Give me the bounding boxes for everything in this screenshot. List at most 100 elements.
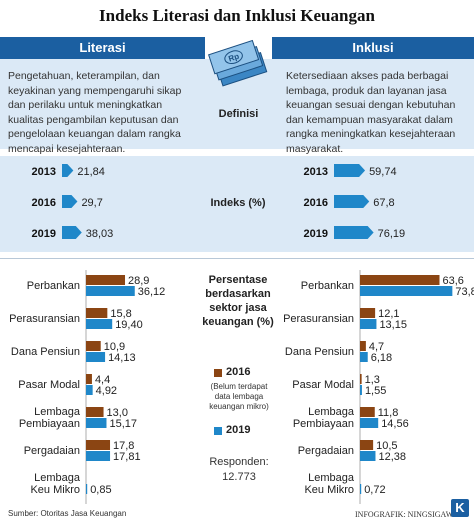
index-band — [0, 156, 474, 252]
credit-note: INFOGRAFIK: NINGSIGAWATI — [355, 510, 465, 519]
inklusi-bar-2016 — [360, 308, 376, 318]
sector-label: Persentase berdasarkan sektor jasa keuan… — [202, 274, 274, 328]
source-note: Sumber: Otoritas Jasa Keuangan — [8, 509, 127, 518]
inklusi-category-label: Pasar Modal — [292, 379, 354, 391]
literasi-bar-value-2019: 14,13 — [108, 352, 136, 364]
inklusi-bar-2019 — [360, 385, 362, 395]
page-title: Indeks Literasi dan Inklusi Keuangan — [99, 6, 375, 25]
literasi-index-bar — [62, 164, 74, 177]
literasi-bar-2016 — [86, 275, 126, 285]
literasi-index-chart: 2013 21,84 2016 29,7 2019 38,03 — [32, 164, 114, 240]
inklusi-index-chart: 2013 59,74 2016 67,8 2019 76,19 — [304, 164, 406, 240]
literasi-bar-value-2019: 15,17 — [109, 418, 137, 430]
inklusi-bar-value-2019: 0,72 — [364, 484, 385, 496]
literasi-category-label: Pembiayaan — [19, 418, 80, 430]
literasi-index-bar — [62, 195, 78, 208]
legend-2016-swatch — [214, 369, 222, 377]
inklusi-category-label: Keu Mikro — [304, 484, 354, 496]
literasi-bar-2019 — [86, 319, 113, 329]
inklusi-bar-2016 — [360, 374, 362, 384]
literasi-header-label: Literasi — [79, 40, 126, 55]
legend-2019-label: 2019 — [226, 424, 251, 436]
literasi-bar-value-2016: 17,8 — [113, 440, 134, 452]
literasi-year-label: 2019 — [32, 228, 56, 240]
inklusi-year-label: 2013 — [304, 166, 328, 178]
literasi-bar-2016 — [86, 341, 101, 351]
literasi-definition: Pengetahuan, keterampilan, dan keyakinan… — [8, 70, 182, 155]
literasi-bar-value-2019: 4,92 — [96, 385, 117, 397]
inklusi-bar-value-2019: 1,55 — [365, 385, 386, 397]
inklusi-sector-chart: Perbankan 63,673,88 Perasuransian 12,113,15… — [283, 270, 474, 504]
literasi-index-value: 38,03 — [86, 228, 114, 240]
literasi-bar-2016 — [86, 308, 108, 318]
inklusi-bar-value-2019: 14,56 — [381, 418, 409, 430]
inklusi-index-value: 67,8 — [373, 197, 394, 209]
literasi-category-label: Pergadaian — [24, 445, 80, 457]
definition-label: Definisi — [218, 108, 259, 120]
inklusi-category-label: Pergadaian — [298, 445, 354, 457]
legend-2019-swatch — [214, 427, 222, 435]
inklusi-index-bar — [334, 195, 370, 208]
inklusi-category-label: Lembaga — [308, 406, 355, 418]
svg-text:Rp: Rp — [227, 52, 240, 64]
literasi-category-label: Lembaga — [34, 406, 81, 418]
inklusi-bar-2016 — [360, 407, 375, 417]
literasi-year-label: 2013 — [32, 166, 56, 178]
literasi-bar-2019 — [86, 385, 93, 395]
inklusi-index-bar — [334, 164, 366, 177]
respondents-label: Responden: — [209, 456, 269, 468]
inklusi-bar-2019 — [360, 352, 368, 362]
respondents-value: 12.773 — [222, 471, 256, 483]
literasi-bar-value-2019: 17,81 — [113, 451, 141, 463]
divider — [0, 258, 474, 259]
inklusi-bar-value-2016: 12,1 — [378, 308, 399, 320]
inklusi-category-label: Lembaga — [308, 472, 355, 484]
inklusi-index-bar — [334, 226, 374, 239]
inklusi-header: Inklusi — [272, 37, 474, 59]
literasi-bar-2019 — [86, 451, 111, 461]
literasi-category-label: Perbankan — [27, 280, 80, 292]
inklusi-bar-value-2016: 63,6 — [443, 275, 464, 287]
literasi-category-label: Keu Mikro — [30, 484, 80, 496]
inklusi-bar-value-2019: 6,18 — [371, 352, 392, 364]
inklusi-bar-2019 — [360, 319, 377, 329]
inklusi-bar-2019 — [360, 418, 379, 428]
literasi-bar-value-2016: 10,9 — [104, 341, 125, 353]
literasi-bar-value-2016: 28,9 — [128, 275, 149, 287]
literasi-bar-2019 — [86, 352, 106, 362]
kompas-logo: K — [451, 499, 469, 517]
literasi-bar-value-2019: 36,12 — [138, 286, 166, 298]
legend-2016-label: 2016 — [226, 366, 251, 378]
inklusi-category-label: Pembiayaan — [293, 418, 354, 430]
inklusi-year-label: 2019 — [304, 228, 328, 240]
literasi-index-value: 29,7 — [81, 197, 102, 209]
literasi-category-label: Dana Pensiun — [11, 346, 80, 358]
literasi-category-label: Perasuransian — [9, 313, 80, 325]
literasi-index-value: 21,84 — [77, 166, 105, 178]
inklusi-bar-2019 — [360, 484, 362, 494]
literasi-year-label: 2016 — [32, 197, 56, 209]
inklusi-index-value: 76,19 — [378, 228, 406, 240]
inklusi-year-label: 2016 — [304, 197, 328, 209]
literasi-bar-value-2019: 0,85 — [90, 484, 111, 496]
inklusi-bar-value-2019: 13,15 — [379, 319, 407, 331]
literasi-bar-2016 — [86, 407, 104, 417]
literasi-bar-value-2016: 13,0 — [107, 407, 128, 419]
inklusi-bar-value-2016: 4,7 — [369, 341, 384, 353]
literasi-bar-value-2016: 4,4 — [95, 374, 110, 386]
inklusi-category-label: Perbankan — [301, 280, 354, 292]
inklusi-bar-value-2019: 12,38 — [378, 451, 406, 463]
inklusi-bar-2019 — [360, 286, 453, 296]
inklusi-header-label: Inklusi — [352, 40, 394, 55]
literasi-index-bar — [62, 226, 82, 239]
inklusi-bar-value-2016: 1,3 — [365, 374, 380, 386]
literasi-bar-2019 — [86, 484, 88, 494]
inklusi-bar-value-2019: 73,88 — [455, 286, 474, 298]
index-label: Indeks (%) — [210, 197, 266, 209]
inklusi-bar-2016 — [360, 440, 374, 450]
inklusi-category-label: Dana Pensiun — [285, 346, 354, 358]
inklusi-bar-value-2016: 10,5 — [376, 440, 397, 452]
literasi-sector-chart: Perbankan 28,936,12 Perasuransian 15,819,40… — [9, 270, 166, 504]
literasi-bar-value-2019: 19,40 — [115, 319, 143, 331]
